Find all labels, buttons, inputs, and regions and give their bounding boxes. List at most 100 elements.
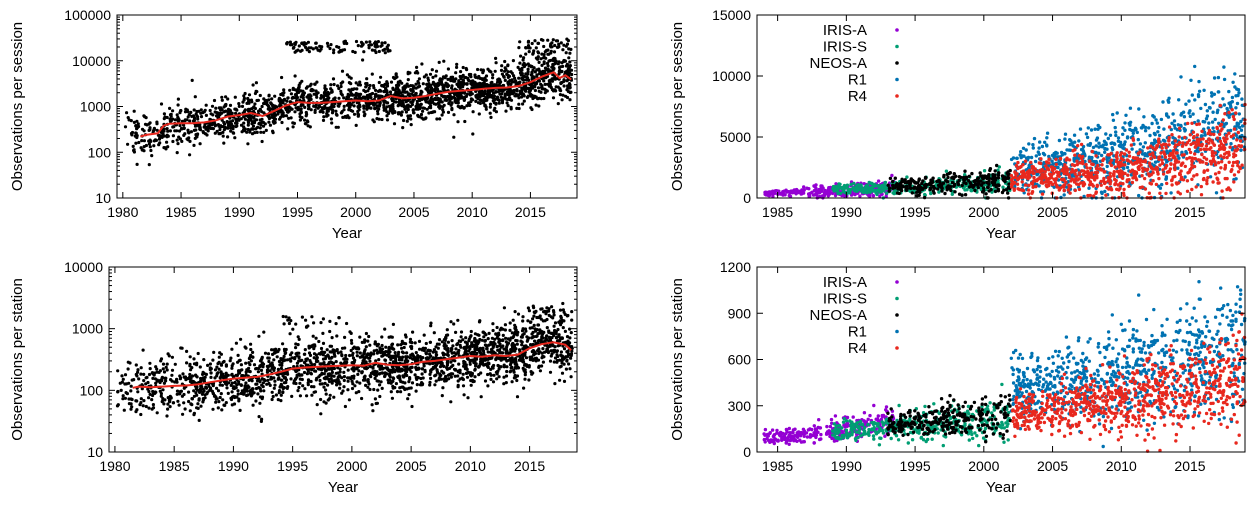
point: [563, 84, 566, 87]
point: [1112, 119, 1115, 122]
point: [1082, 169, 1085, 172]
point: [1158, 134, 1161, 137]
point: [1171, 136, 1174, 139]
point: [383, 90, 386, 93]
point: [504, 95, 507, 98]
point: [942, 182, 945, 185]
point: [1022, 147, 1025, 150]
point: [491, 76, 494, 79]
point: [290, 43, 293, 46]
point: [510, 78, 513, 81]
point: [1034, 167, 1037, 170]
point: [1097, 142, 1100, 145]
point: [455, 63, 458, 66]
point: [194, 133, 197, 136]
point: [330, 121, 333, 124]
point: [1178, 135, 1181, 138]
point: [188, 119, 191, 122]
point: [565, 88, 568, 91]
point: [1103, 140, 1106, 143]
point: [1159, 187, 1162, 190]
point: [564, 95, 567, 98]
point: [238, 105, 241, 108]
point: [420, 116, 423, 119]
point: [364, 90, 367, 93]
point: [1123, 129, 1126, 132]
point: [137, 141, 140, 144]
point: [569, 91, 572, 94]
point: [1109, 172, 1112, 175]
point: [520, 69, 523, 72]
point: [429, 106, 432, 109]
point: [293, 110, 296, 113]
point: [1119, 145, 1122, 148]
x-tick-label: 2015: [515, 204, 546, 220]
point: [1080, 143, 1083, 146]
point: [555, 39, 558, 42]
point: [155, 121, 158, 124]
point: [1214, 118, 1217, 121]
point: [410, 123, 413, 126]
point: [165, 141, 168, 144]
point: [1082, 173, 1085, 176]
point: [359, 97, 362, 100]
point: [394, 100, 397, 103]
point: [972, 180, 975, 183]
point: [803, 188, 806, 191]
point: [135, 136, 138, 139]
point: [532, 49, 535, 52]
point: [528, 50, 531, 53]
point: [1072, 158, 1075, 161]
point: [308, 46, 311, 49]
point: [1216, 181, 1219, 184]
point: [340, 111, 343, 114]
point: [496, 98, 499, 101]
point: [251, 128, 254, 131]
point: [983, 169, 986, 172]
point: [1193, 165, 1196, 168]
point: [270, 97, 273, 100]
point: [855, 184, 858, 187]
point: [1096, 164, 1099, 167]
point: [326, 107, 329, 110]
point: [390, 81, 393, 84]
point: [1031, 182, 1034, 185]
point: [568, 60, 571, 63]
point: [330, 104, 333, 107]
point: [143, 145, 146, 148]
point: [1170, 133, 1173, 136]
point: [304, 122, 307, 125]
point: [397, 81, 400, 84]
point: [1193, 65, 1196, 68]
point: [888, 189, 891, 192]
point: [162, 130, 165, 133]
point: [1141, 167, 1144, 170]
point: [970, 172, 973, 175]
x-tick-label: 2000: [340, 204, 371, 220]
point: [298, 44, 301, 47]
point: [1029, 161, 1032, 164]
point: [1123, 172, 1126, 175]
point: [1239, 149, 1242, 152]
point: [301, 93, 304, 96]
point: [546, 89, 549, 92]
point: [1184, 103, 1187, 106]
point: [994, 190, 997, 193]
point: [1227, 151, 1230, 154]
point: [1181, 141, 1184, 144]
point: [198, 128, 201, 131]
point: [417, 108, 420, 111]
point: [323, 105, 326, 108]
point: [1195, 173, 1198, 176]
point: [1233, 72, 1236, 75]
point: [167, 135, 170, 138]
point: [523, 86, 526, 89]
point: [988, 169, 991, 172]
point: [1016, 157, 1019, 160]
point: [1187, 111, 1190, 114]
point: [162, 146, 165, 149]
point: [423, 75, 426, 78]
point: [250, 115, 253, 118]
